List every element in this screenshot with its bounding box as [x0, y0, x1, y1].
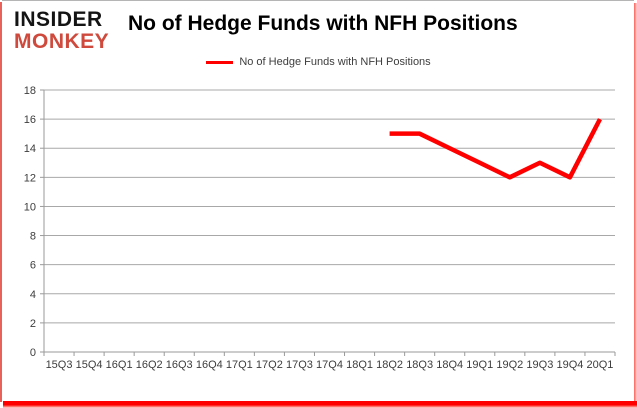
legend-line-marker [206, 60, 234, 64]
svg-text:19Q2: 19Q2 [496, 359, 523, 371]
svg-text:19Q3: 19Q3 [526, 359, 553, 371]
chart-title: No of Hedge Funds with NFH Positions [128, 12, 518, 35]
svg-text:15Q3: 15Q3 [46, 359, 73, 371]
svg-text:15Q4: 15Q4 [76, 359, 103, 371]
svg-text:17Q2: 17Q2 [256, 359, 283, 371]
frame-border-top [2, 0, 634, 1]
svg-text:16Q1: 16Q1 [106, 359, 133, 371]
svg-text:12: 12 [24, 172, 36, 184]
svg-text:17Q4: 17Q4 [316, 359, 343, 371]
svg-text:16Q2: 16Q2 [136, 359, 163, 371]
svg-text:16Q4: 16Q4 [196, 359, 223, 371]
legend-series-label: No of Hedge Funds with NFH Positions [239, 56, 431, 68]
svg-text:20Q1: 20Q1 [587, 359, 614, 371]
svg-text:18Q2: 18Q2 [376, 359, 403, 371]
svg-text:8: 8 [30, 231, 36, 243]
svg-text:19Q1: 19Q1 [466, 359, 493, 371]
frame-border-left [0, 2, 2, 402]
frame-border-right [634, 3, 637, 402]
svg-text:16: 16 [24, 114, 36, 126]
svg-text:18Q4: 18Q4 [436, 359, 463, 371]
svg-text:6: 6 [30, 260, 36, 272]
svg-text:17Q1: 17Q1 [226, 359, 253, 371]
svg-text:14: 14 [24, 143, 36, 155]
svg-text:18Q1: 18Q1 [346, 359, 373, 371]
svg-text:18: 18 [24, 85, 36, 97]
svg-text:17Q3: 17Q3 [286, 359, 313, 371]
logo-word-monkey: MONKEY [14, 30, 110, 53]
legend: No of Hedge Funds with NFH Positions [0, 56, 637, 68]
insider-monkey-logo: INSIDER MONKEY [14, 9, 109, 53]
svg-text:19Q4: 19Q4 [556, 359, 583, 371]
svg-text:2: 2 [30, 318, 36, 330]
svg-text:0: 0 [30, 347, 36, 359]
svg-text:4: 4 [30, 289, 36, 301]
frame-border-bottom [3, 401, 637, 408]
svg-text:18Q3: 18Q3 [406, 359, 433, 371]
svg-text:16Q3: 16Q3 [166, 359, 193, 371]
svg-text:10: 10 [24, 201, 36, 213]
logo-word-insider: INSIDER [14, 8, 103, 31]
